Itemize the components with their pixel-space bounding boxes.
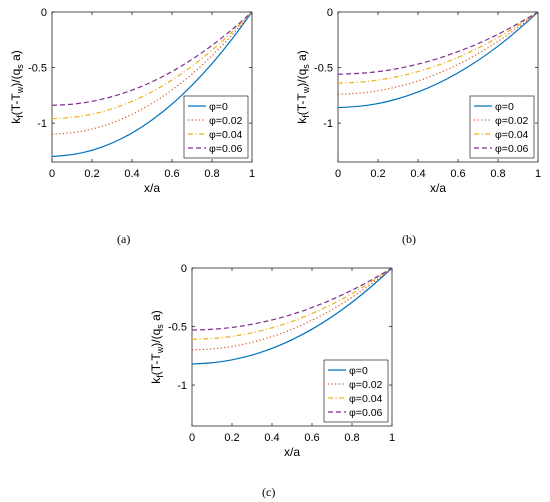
series-line-2 <box>51 11 253 120</box>
y-tick-label: -1 <box>37 118 47 130</box>
x-tick-label: 0.2 <box>84 168 99 180</box>
legend-label: φ=0 <box>349 365 368 377</box>
panel-caption-a: (a) <box>117 232 131 246</box>
chart-b: 0 0.2 0.4 0.6 0.8 1 0 -0.5 -1 x/a kf(T-Tw)/(qs a) φ… <box>295 7 541 195</box>
series-line-2 <box>337 11 539 84</box>
x-tick-label: 0.6 <box>304 432 319 444</box>
legend-label: φ=0.06 <box>349 407 383 419</box>
series-line-0 <box>191 267 393 365</box>
legend-label: φ=0.02 <box>349 379 383 391</box>
x-tick-label: 1 <box>535 168 541 180</box>
series-line-1 <box>191 267 393 351</box>
panel-caption-b: (b) <box>402 232 416 246</box>
x-tick-label: 0.2 <box>370 168 385 180</box>
x-tick-label: 0.6 <box>450 168 465 180</box>
y-tick-label: -1 <box>323 118 333 130</box>
y-tick-label: -1 <box>177 380 187 392</box>
x-tick-label: 0.8 <box>490 168 505 180</box>
legend-a: φ=0 φ=0.02 φ=0.04 φ=0.06 <box>183 95 249 159</box>
chart-c: 0 0.2 0.4 0.6 0.8 1 0 -0.5 -1 x/a kf(T-Tw)/(qs a) φ… <box>149 263 395 459</box>
legend-c: φ=0 φ=0.02 φ=0.04 φ=0.06 <box>323 359 389 423</box>
series-line-0 <box>337 11 539 109</box>
legend-label: φ=0.02 <box>209 115 243 127</box>
x-tick-label: 0.4 <box>124 168 139 180</box>
x-tick-label: 0.4 <box>410 168 425 180</box>
legend-label: φ=0.06 <box>209 143 243 155</box>
y-tick-label: 0 <box>181 263 187 275</box>
series-line-3 <box>51 11 253 106</box>
legend-label: φ=0 <box>495 101 514 113</box>
legend-label: φ=0.04 <box>209 129 243 141</box>
x-tick-label: 0 <box>189 432 195 444</box>
series-line-3 <box>337 11 539 75</box>
y-tick-label: -0.5 <box>168 322 187 334</box>
x-tick-label: 0 <box>335 168 341 180</box>
y-tick-label: 0 <box>41 7 47 19</box>
x-tick-label: 0.8 <box>344 432 359 444</box>
series-line-0 <box>51 11 253 158</box>
x-tick-label: 0.4 <box>264 432 279 444</box>
x-tick-label: 0 <box>49 168 55 180</box>
legend-label: φ=0 <box>209 101 228 113</box>
y-axis-label: kf(T-Tw)/(qs a) <box>295 50 311 124</box>
chart-a: 0 0.2 0.4 0.6 0.8 1 0 -0.5 -1 x/a kf(T-Tw)/(qs a) φ… <box>9 7 255 195</box>
series-line-1 <box>337 11 539 95</box>
x-tick-label: 1 <box>249 168 255 180</box>
series-line-3 <box>191 267 393 331</box>
y-tick-label: -0.5 <box>28 63 47 75</box>
x-axis-label: x/a <box>284 445 300 459</box>
x-tick-label: 0.2 <box>224 432 239 444</box>
legend-label: φ=0.02 <box>495 115 529 127</box>
y-tick-label: -0.5 <box>314 63 333 75</box>
legend-label: φ=0.04 <box>495 129 529 141</box>
y-axis-label: kf(T-Tw)/(qs a) <box>9 50 25 124</box>
legend-label: φ=0.06 <box>495 143 529 155</box>
x-tick-label: 0.6 <box>164 168 179 180</box>
legend-box <box>323 359 389 423</box>
x-axis-label: x/a <box>430 181 446 195</box>
legend-b: φ=0 φ=0.02 φ=0.04 φ=0.06 <box>469 95 535 159</box>
y-axis-label: kf(T-Tw)/(qs a) <box>149 310 165 384</box>
x-tick-label: 0.8 <box>204 168 219 180</box>
legend-label: φ=0.04 <box>349 393 383 405</box>
series-line-2 <box>191 267 393 340</box>
panel-caption-c: (c) <box>262 485 276 499</box>
y-tick-label: 0 <box>327 7 333 19</box>
x-axis-label: x/a <box>144 181 160 195</box>
x-tick-label: 1 <box>389 432 395 444</box>
